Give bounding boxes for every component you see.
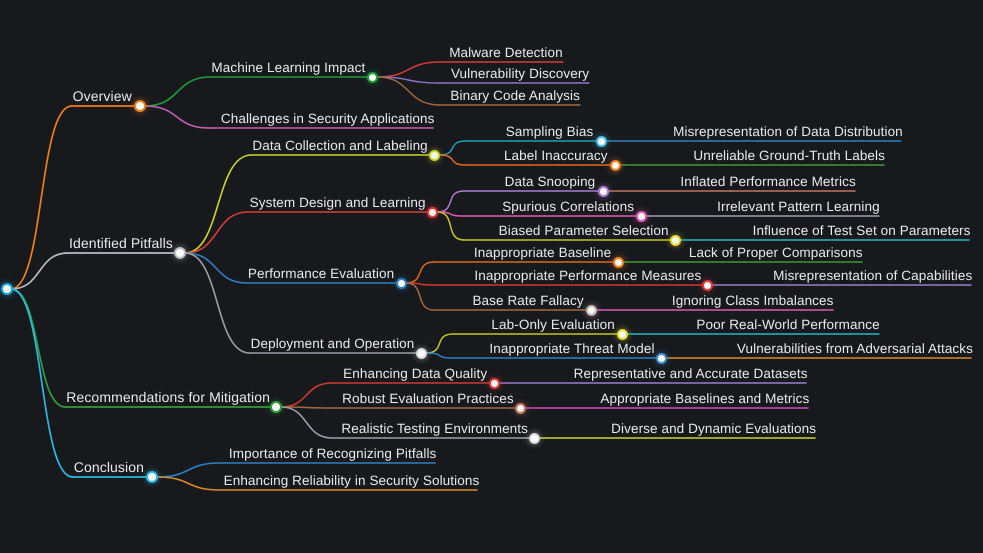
node-system-design-learning[interactable] <box>426 206 438 218</box>
branch-label-overview[interactable]: Overview <box>72 87 132 104</box>
node-label-deployment-operation[interactable]: Deployment and Operation <box>250 336 415 351</box>
node-label-inappropriate-performance-measures[interactable]: Inappropriate Performance Measures <box>474 268 702 283</box>
node-enhancing-data-quality[interactable] <box>488 377 500 389</box>
node-label-enhancing-data-quality[interactable]: Enhancing Data Quality <box>343 366 488 381</box>
node-sampling-bias[interactable] <box>595 135 607 147</box>
node-label-performance-evaluation[interactable]: Performance Evaluation <box>247 266 395 281</box>
leaf-label-biased-parameter-selection[interactable]: Influence of Test Set on Parameters <box>752 223 971 238</box>
leaf-label-inappropriate-performance-measures[interactable]: Misrepresentation of Capabilities <box>773 268 973 283</box>
node-label-label-inaccuracy[interactable]: Label Inaccuracy <box>503 148 608 163</box>
node-label-importance-recognizing-pitfalls[interactable]: Importance of Recognizing Pitfalls <box>228 446 437 461</box>
node-label-challenges-security[interactable]: Challenges in Security Applications <box>220 111 435 126</box>
node-realistic-testing-environments[interactable] <box>528 432 540 444</box>
node-inappropriate-baseline[interactable] <box>612 256 624 268</box>
branch-node-recommendations-mitigation[interactable] <box>270 401 282 413</box>
leaf-label-inappropriate-threat-model[interactable]: Vulnerabilities from Adversarial Attacks <box>736 341 973 356</box>
node-inappropriate-performance-measures[interactable] <box>701 279 713 291</box>
node-label-robust-evaluation-practices[interactable]: Robust Evaluation Practices <box>342 391 514 406</box>
leaf-label-data-snooping[interactable]: Inflated Performance Metrics <box>680 174 856 189</box>
leaf-label-base-rate-fallacy[interactable]: Ignoring Class Imbalances <box>671 293 834 308</box>
node-label-biased-parameter-selection[interactable]: Biased Parameter Selection <box>498 223 669 238</box>
node-data-collection-labeling[interactable] <box>428 149 440 161</box>
node-label-inaccuracy[interactable] <box>609 159 621 171</box>
node-label-base-rate-fallacy[interactable]: Base Rate Fallacy <box>472 293 584 308</box>
node-label-ml-impact[interactable]: Machine Learning Impact <box>211 60 366 75</box>
branch-node-overview[interactable] <box>134 100 146 112</box>
node-label-sampling-bias[interactable]: Sampling Bias <box>505 124 594 139</box>
node-label-lab-only-evaluation[interactable]: Lab-Only Evaluation <box>491 317 615 332</box>
branch-node-identified-pitfalls[interactable] <box>174 247 186 259</box>
node-label-enhancing-reliability-security[interactable]: Enhancing Reliability in Security Soluti… <box>223 473 480 488</box>
leaf-label-label-inaccuracy[interactable]: Unreliable Ground-Truth Labels <box>693 148 885 163</box>
node-label-system-design-learning[interactable]: System Design and Learning <box>249 195 426 210</box>
branch-label-recommendations-mitigation[interactable]: Recommendations for Mitigation <box>66 388 270 405</box>
leaf-label-sampling-bias[interactable]: Misrepresentation of Data Distribution <box>673 124 903 139</box>
leaf-label-inappropriate-baseline[interactable]: Lack of Proper Comparisons <box>688 245 863 260</box>
node-label-spurious-correlations[interactable]: Spurious Correlations <box>502 199 635 214</box>
leaf-label-vulnerability-discovery[interactable]: Vulnerability Discovery <box>450 66 590 81</box>
node-ml-impact[interactable] <box>366 71 378 83</box>
node-label-inappropriate-threat-model[interactable]: Inappropriate Threat Model <box>489 341 655 356</box>
node-base-rate-fallacy[interactable] <box>585 304 597 316</box>
branch-label-identified-pitfalls[interactable]: Identified Pitfalls <box>69 234 173 251</box>
node-deployment-operation[interactable] <box>415 347 427 359</box>
branch-label-conclusion[interactable]: Conclusion <box>73 458 144 475</box>
node-performance-evaluation[interactable] <box>395 277 407 289</box>
node-label-inappropriate-baseline[interactable]: Inappropriate Baseline <box>473 245 612 260</box>
node-biased-parameter-selection[interactable] <box>669 234 681 246</box>
leaf-label-realistic-testing-environments[interactable]: Diverse and Dynamic Evaluations <box>611 421 817 436</box>
node-spurious-correlations[interactable] <box>635 210 647 222</box>
leaf-label-lab-only-evaluation[interactable]: Poor Real-World Performance <box>696 317 880 332</box>
leaf-label-malware-detection[interactable]: Malware Detection <box>449 45 563 60</box>
branch-node-conclusion[interactable] <box>146 471 158 483</box>
node-label-data-collection-labeling[interactable]: Data Collection and Labeling <box>252 138 428 153</box>
leaf-label-binary-code-analysis[interactable]: Binary Code Analysis <box>450 88 580 103</box>
node-robust-evaluation-practices[interactable] <box>514 402 526 414</box>
leaf-label-robust-evaluation-practices[interactable]: Appropriate Baselines and Metrics <box>600 391 810 406</box>
root-node[interactable] <box>1 283 13 295</box>
leaf-label-spurious-correlations[interactable]: Irrelevant Pattern Learning <box>717 199 880 214</box>
node-inappropriate-threat-model[interactable] <box>655 352 667 364</box>
node-label-realistic-testing-environments[interactable]: Realistic Testing Environments <box>341 421 528 436</box>
leaf-label-enhancing-data-quality[interactable]: Representative and Accurate Datasets <box>573 366 808 381</box>
node-data-snooping[interactable] <box>597 185 609 197</box>
node-lab-only-evaluation[interactable] <box>616 328 628 340</box>
node-label-data-snooping[interactable]: Data Snooping <box>504 174 596 189</box>
